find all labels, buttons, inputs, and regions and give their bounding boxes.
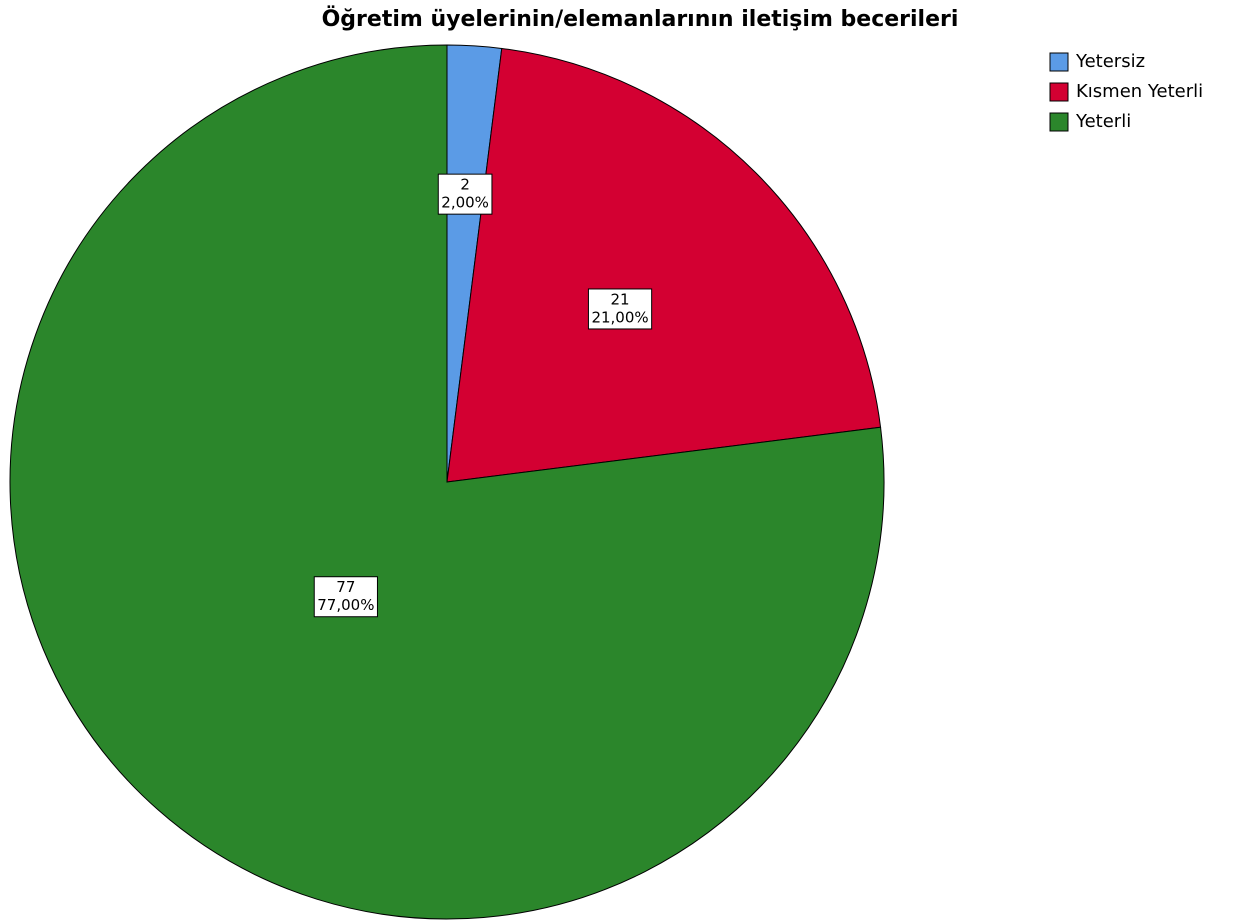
data-label-count: 77 (336, 578, 355, 596)
data-label-box (437, 173, 493, 215)
data-label-percent: 2,00% (441, 194, 489, 212)
chart-title: Öğretim üyelerinin/elemanlarının iletişi… (322, 6, 959, 32)
data-label: 22,00% (437, 173, 493, 215)
pie-slice (446, 47, 882, 483)
legend-swatch (1049, 52, 1069, 72)
data-label-box (587, 288, 653, 330)
legend-label: Yetersiz (1075, 51, 1145, 72)
legend-label: Yeterli (1075, 111, 1131, 132)
legend-swatch (1049, 82, 1069, 102)
legend-swatch (1049, 112, 1069, 132)
data-label-box (313, 576, 378, 618)
data-label-percent: 21,00% (591, 308, 648, 326)
data-label-count: 2 (460, 176, 470, 194)
legend-label: Kısmen Yeterli (1076, 81, 1203, 102)
pie-slice (9, 44, 885, 920)
data-label-count: 21 (610, 290, 629, 308)
data-label-percent: 77,00% (317, 596, 374, 614)
